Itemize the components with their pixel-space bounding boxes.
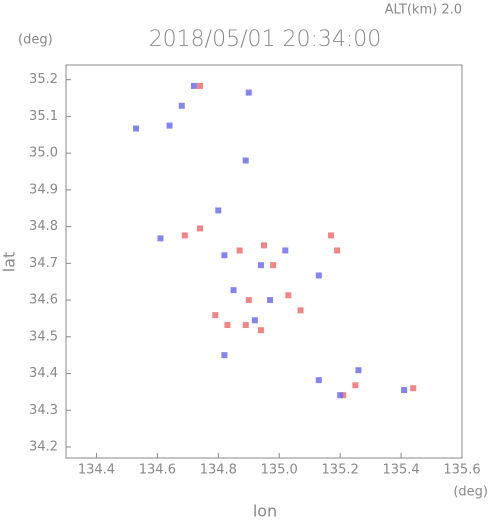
x-tick-label: 135.6	[443, 463, 480, 478]
echo-point	[224, 322, 231, 329]
echo-point	[197, 225, 204, 232]
y-tick-label: 34.9	[29, 182, 58, 197]
echo-point	[178, 102, 185, 109]
x-tick-label: 135.2	[322, 463, 359, 478]
x-tick-label: 134.4	[78, 463, 115, 478]
echo-point	[215, 207, 222, 214]
echo-point	[315, 377, 322, 384]
echo-point	[133, 125, 140, 132]
echo-point	[257, 327, 264, 334]
y-tick-label: 35.2	[29, 72, 58, 87]
echo-point	[267, 297, 274, 304]
y-tick-label: 35.1	[29, 109, 58, 124]
echo-point	[221, 252, 228, 259]
y-axis-label: lat	[0, 252, 19, 273]
echo-point	[221, 352, 228, 359]
y-tick-label: 35.0	[29, 146, 58, 161]
echo-point	[282, 247, 289, 254]
echo-point	[270, 262, 277, 269]
y-tick-label: 34.7	[29, 256, 58, 271]
x-axis-label: lon	[253, 502, 277, 521]
plot-frame	[65, 64, 463, 459]
y-tick-label: 34.5	[29, 329, 58, 344]
echo-point	[181, 232, 188, 239]
x-tick-label: 134.6	[139, 463, 176, 478]
echo-point	[261, 242, 267, 249]
echo-point	[242, 322, 249, 329]
y-tick-label: 34.8	[29, 219, 58, 234]
echo-point	[315, 272, 322, 279]
echo-point	[334, 247, 341, 254]
echo-point	[337, 392, 344, 399]
x-tick-label: 135.4	[382, 463, 419, 478]
chart-title: 2018/05/01 20:34:00	[149, 27, 382, 52]
y-unit: (deg)	[18, 33, 53, 48]
y-tick-label: 34.6	[29, 293, 58, 308]
subtitle: ALT(km) 2.0	[385, 3, 462, 18]
echo-point	[197, 82, 204, 89]
echo-point	[166, 122, 173, 129]
y-tick-label: 34.4	[29, 366, 58, 381]
echo-point	[251, 317, 258, 324]
echo-point	[236, 247, 243, 254]
echo-point	[285, 292, 292, 299]
echo-point	[352, 382, 359, 389]
echo-point	[242, 157, 249, 164]
echo-point	[245, 297, 252, 304]
x-tick-label: 134.8	[200, 463, 237, 478]
y-tick-label: 34.3	[29, 403, 58, 418]
echo-point	[212, 312, 219, 319]
x-unit: (deg)	[453, 485, 488, 500]
echo-point	[257, 262, 264, 269]
echo-point	[245, 89, 252, 96]
echo-point	[230, 287, 237, 294]
echo-point	[401, 387, 408, 394]
echo-point	[157, 235, 164, 242]
echo-point	[410, 385, 417, 392]
echo-point	[190, 82, 197, 89]
y-tick-label: 34.2	[29, 439, 58, 454]
echo-point	[340, 392, 347, 399]
echo-point	[355, 367, 362, 374]
x-tick-label: 135.0	[261, 463, 298, 478]
echo-point	[328, 232, 335, 239]
echo-point	[297, 307, 304, 314]
